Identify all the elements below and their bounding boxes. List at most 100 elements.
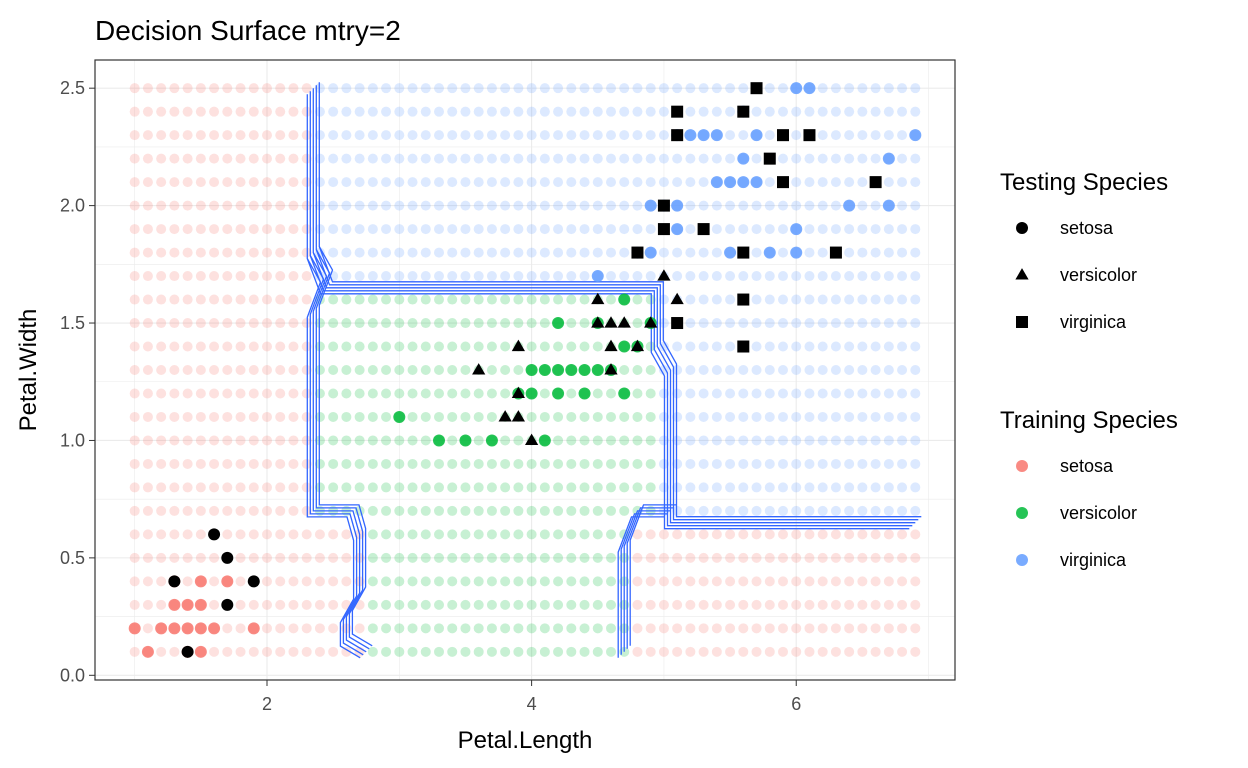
surface-point bbox=[129, 341, 140, 352]
surface-point bbox=[288, 482, 299, 493]
surface-point bbox=[341, 435, 352, 446]
surface-point bbox=[275, 153, 286, 164]
surface-point bbox=[381, 576, 392, 587]
surface-point bbox=[328, 83, 339, 94]
surface-point bbox=[606, 130, 616, 141]
surface-point bbox=[606, 529, 616, 540]
surface-point bbox=[698, 294, 709, 305]
surface-point bbox=[910, 365, 921, 375]
surface-point bbox=[407, 365, 418, 375]
surface-point bbox=[381, 200, 392, 211]
surface-point bbox=[685, 411, 696, 422]
surface-point bbox=[910, 458, 921, 469]
surface-point bbox=[314, 576, 325, 587]
surface-point bbox=[460, 646, 471, 657]
surface-point bbox=[341, 153, 352, 164]
surface-point bbox=[857, 576, 868, 587]
surface-point bbox=[262, 224, 272, 235]
surface-point bbox=[434, 529, 444, 540]
surface-point bbox=[486, 153, 497, 164]
surface-point bbox=[566, 576, 577, 587]
surface-point bbox=[619, 411, 630, 422]
surface-point bbox=[235, 505, 246, 516]
surface-point bbox=[725, 482, 736, 493]
surface-point bbox=[539, 224, 550, 235]
surface-point bbox=[566, 623, 577, 634]
surface-point bbox=[486, 576, 497, 587]
surface-point bbox=[778, 294, 788, 305]
surface-point bbox=[341, 552, 352, 563]
surface-point bbox=[883, 83, 894, 94]
surface-point bbox=[910, 411, 921, 422]
surface-point bbox=[248, 200, 259, 211]
surface-point bbox=[817, 458, 828, 469]
surface-point bbox=[182, 106, 193, 117]
surface-point bbox=[645, 482, 656, 493]
surface-point bbox=[579, 294, 590, 305]
surface-point bbox=[778, 505, 788, 516]
surface-point bbox=[725, 435, 736, 446]
surface-point bbox=[169, 411, 180, 422]
surface-point bbox=[129, 458, 140, 469]
surface-point bbox=[830, 200, 841, 211]
surface-point bbox=[778, 435, 788, 446]
surface-point bbox=[222, 365, 233, 375]
surface-point bbox=[248, 552, 259, 563]
surface-point bbox=[434, 83, 444, 94]
surface-point bbox=[182, 177, 193, 188]
surface-point bbox=[883, 318, 894, 329]
surface-point bbox=[275, 458, 286, 469]
surface-point bbox=[394, 130, 405, 141]
surface-point bbox=[129, 271, 140, 282]
surface-point bbox=[579, 130, 590, 141]
surface-point bbox=[738, 83, 749, 94]
surface-point bbox=[460, 505, 471, 516]
training-virginica-point bbox=[803, 82, 816, 95]
surface-point bbox=[751, 388, 762, 399]
surface-point bbox=[420, 271, 431, 282]
surface-point bbox=[844, 177, 855, 188]
surface-point bbox=[288, 341, 299, 352]
testing-setosa-point bbox=[181, 645, 194, 658]
surface-point bbox=[275, 83, 286, 94]
surface-point bbox=[420, 599, 431, 610]
training-virginica-point bbox=[697, 129, 710, 142]
surface-point bbox=[632, 130, 643, 141]
surface-point bbox=[592, 153, 603, 164]
surface-point bbox=[129, 646, 140, 657]
surface-point bbox=[566, 599, 577, 610]
surface-point bbox=[606, 200, 616, 211]
surface-point bbox=[685, 599, 696, 610]
surface-point bbox=[725, 341, 736, 352]
surface-point bbox=[248, 435, 259, 446]
surface-point bbox=[751, 294, 762, 305]
surface-point bbox=[883, 106, 894, 117]
surface-point bbox=[354, 130, 365, 141]
surface-point bbox=[751, 341, 762, 352]
surface-point bbox=[897, 130, 908, 141]
surface-point bbox=[910, 177, 921, 188]
surface-point bbox=[764, 576, 775, 587]
surface-point bbox=[658, 365, 669, 375]
surface-point bbox=[328, 529, 339, 540]
training-virginica-point bbox=[737, 176, 750, 189]
surface-point bbox=[341, 83, 352, 94]
surface-point bbox=[486, 177, 497, 188]
boundary-line bbox=[623, 510, 671, 652]
surface-point bbox=[262, 294, 272, 305]
surface-point bbox=[222, 83, 233, 94]
surface-point bbox=[420, 623, 431, 634]
surface-point bbox=[275, 177, 286, 188]
surface-point bbox=[156, 271, 167, 282]
surface-point bbox=[420, 83, 431, 94]
surface-point bbox=[142, 482, 153, 493]
surface-point bbox=[539, 318, 550, 329]
surface-point bbox=[526, 294, 537, 305]
surface-point bbox=[804, 552, 815, 563]
surface-point bbox=[579, 224, 590, 235]
surface-point bbox=[288, 318, 299, 329]
surface-point bbox=[751, 247, 762, 258]
surface-point bbox=[606, 435, 616, 446]
surface-point bbox=[129, 318, 140, 329]
surface-point bbox=[883, 529, 894, 540]
